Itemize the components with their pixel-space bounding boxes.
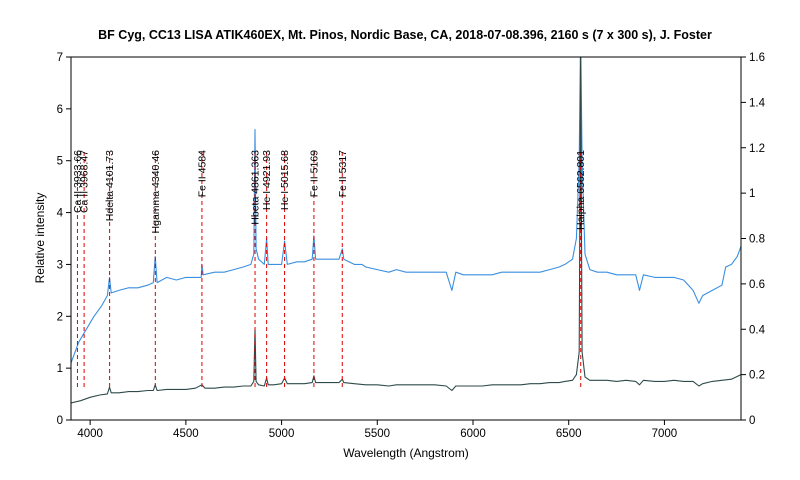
- line-label-11: Halpha 6562.801: [575, 150, 587, 230]
- x-axis-label: Wavelength (Angstrom): [343, 446, 469, 460]
- x-tick-label: 7000: [652, 428, 678, 440]
- y-axis-label: Relative intensity: [33, 193, 47, 284]
- x-tick-label: 6500: [556, 428, 582, 440]
- y-left-tick-label: 1: [57, 363, 63, 375]
- y-left-tick-label: 6: [57, 104, 63, 116]
- y-right-tick-label: 1.2: [749, 143, 765, 155]
- line-label-10: Fe II 5317: [337, 150, 349, 197]
- y-left-tick-label: 2: [57, 311, 63, 323]
- series-line-1: [71, 57, 741, 364]
- y-right-tick-label: 0: [749, 415, 755, 427]
- x-tick-label: 5000: [269, 428, 295, 440]
- y-right-tick-label: 0.2: [749, 370, 765, 382]
- y-right-tick-label: 1.6: [749, 52, 765, 64]
- y-left-tick-label: 0: [57, 415, 63, 427]
- chart-title: BF Cyg, CC13 LISA ATIK460EX, Mt. Pinos, …: [98, 28, 712, 42]
- line-label-2: Ca II 3968.47: [79, 150, 91, 213]
- y-right-tick-label: 0.8: [749, 234, 765, 246]
- y-left-tick-label: 3: [57, 259, 63, 271]
- x-axis: 4000 4500 5000 5500 6000 6500 7000: [77, 420, 677, 440]
- line-label-9: Fe II 5169: [308, 150, 320, 197]
- line-label-7: He I 4921.93: [261, 150, 273, 210]
- y-axis-right: 0 0.2 0.4 0.6 0.8 1 1.2 1.4 1.6: [741, 52, 766, 427]
- x-tick-label: 4000: [77, 428, 103, 440]
- x-tick-label: 6000: [460, 428, 486, 440]
- line-label-8: He I 5015.68: [279, 150, 291, 210]
- line-label-4: Hgamma 4340.46: [150, 150, 162, 234]
- series-line-2: [71, 57, 741, 404]
- line-label-1: Ca II 3933.66: [72, 150, 84, 213]
- y-right-tick-label: 0.6: [749, 279, 765, 291]
- y-right-tick-label: 0.4: [749, 324, 766, 336]
- y-axis-left: 0 1 2 3 4 5 6 7: [57, 52, 71, 427]
- y-right-tick-label: 1: [749, 188, 755, 200]
- line-label-5: Fe II 4584: [196, 150, 208, 197]
- x-tick-label: 4500: [173, 428, 199, 440]
- y-left-tick-label: 5: [57, 156, 63, 168]
- series-layer: [71, 57, 741, 404]
- plot-frame: [70, 56, 742, 421]
- x-tick-label: 5500: [364, 428, 390, 440]
- y-left-tick-label: 4: [57, 208, 64, 220]
- y-right-tick-label: 1.4: [749, 97, 766, 109]
- line-label-6: Hbeta 4861.363: [250, 150, 262, 225]
- line-label-3: Hdelta 4101.73: [104, 150, 116, 221]
- y-left-tick-label: 7: [57, 52, 63, 64]
